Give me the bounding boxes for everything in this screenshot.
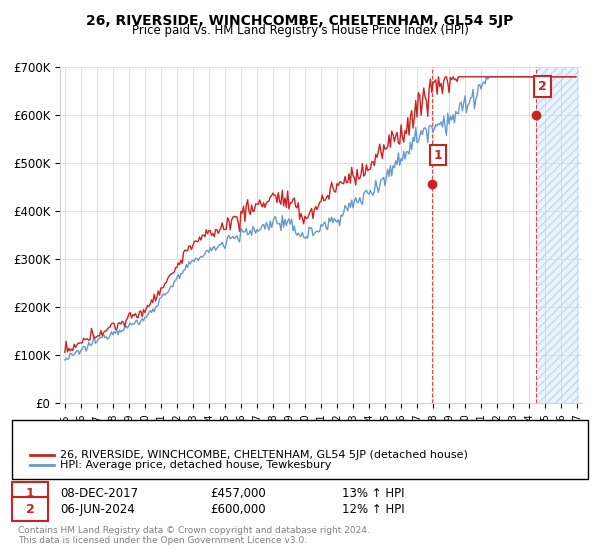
Text: 2: 2 xyxy=(26,502,34,516)
Text: Contains HM Land Registry data © Crown copyright and database right 2024.: Contains HM Land Registry data © Crown c… xyxy=(18,526,370,535)
Bar xyxy=(536,67,579,403)
Text: Price paid vs. HM Land Registry's House Price Index (HPI): Price paid vs. HM Land Registry's House … xyxy=(131,24,469,36)
Text: 13% ↑ HPI: 13% ↑ HPI xyxy=(342,487,404,500)
Text: 26, RIVERSIDE, WINCHCOMBE, CHELTENHAM, GL54 5JP: 26, RIVERSIDE, WINCHCOMBE, CHELTENHAM, G… xyxy=(86,14,514,28)
Text: 1: 1 xyxy=(434,148,443,161)
Text: 08-DEC-2017: 08-DEC-2017 xyxy=(60,487,138,500)
Text: £457,000: £457,000 xyxy=(210,487,266,500)
Text: 1: 1 xyxy=(26,487,34,500)
Text: 26, RIVERSIDE, WINCHCOMBE, CHELTENHAM, GL54 5JP (detached house): 26, RIVERSIDE, WINCHCOMBE, CHELTENHAM, G… xyxy=(60,450,468,460)
Text: This data is licensed under the Open Government Licence v3.0.: This data is licensed under the Open Gov… xyxy=(18,536,307,545)
Text: 06-JUN-2024: 06-JUN-2024 xyxy=(60,502,135,516)
Text: 2: 2 xyxy=(538,80,547,93)
Text: 12% ↑ HPI: 12% ↑ HPI xyxy=(342,502,404,516)
Bar xyxy=(536,67,579,403)
Text: HPI: Average price, detached house, Tewkesbury: HPI: Average price, detached house, Tewk… xyxy=(60,460,331,470)
Text: £600,000: £600,000 xyxy=(210,502,266,516)
